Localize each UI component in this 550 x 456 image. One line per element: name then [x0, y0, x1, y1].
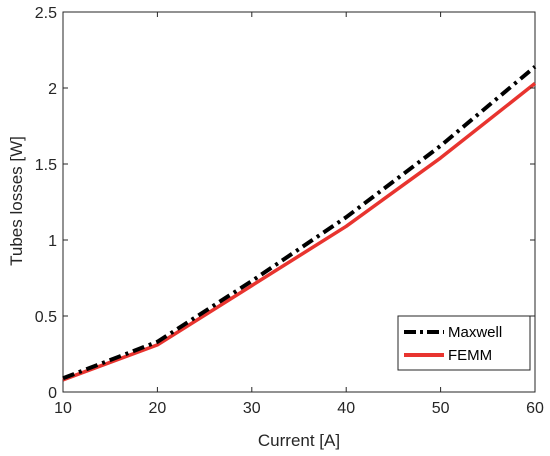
legend-box [397, 315, 531, 371]
x-tick-label: 10 [54, 400, 72, 417]
x-tick-label: 40 [337, 400, 355, 417]
x-axis-title: Current [A] [258, 431, 340, 450]
series-layer [62, 65, 537, 382]
legend-label-maxwell: Maxwell [448, 324, 502, 341]
legend: Maxwell FEMM [397, 315, 531, 371]
y-tick-label: 1.5 [35, 157, 57, 174]
y-axis-title: Tubes losses [W] [7, 136, 26, 266]
y-tick-label: 0 [48, 385, 57, 402]
x-tick-label: 50 [432, 400, 450, 417]
x-tick-label: 60 [526, 400, 544, 417]
series-line-femm [62, 82, 537, 382]
x-tick-label: 20 [149, 400, 167, 417]
y-tick-label: 0.5 [35, 309, 57, 326]
ticks-layer: 10 20 30 40 50 60 0 0.5 1 1.5 2 2.5 [35, 5, 544, 417]
y-tick-label: 2 [48, 81, 57, 98]
y-tick-label: 2.5 [35, 5, 57, 22]
legend-label-femm: FEMM [448, 347, 492, 364]
y-tick-label: 1 [48, 233, 57, 250]
x-tick-label: 30 [243, 400, 261, 417]
series-line-maxwell [62, 65, 537, 381]
